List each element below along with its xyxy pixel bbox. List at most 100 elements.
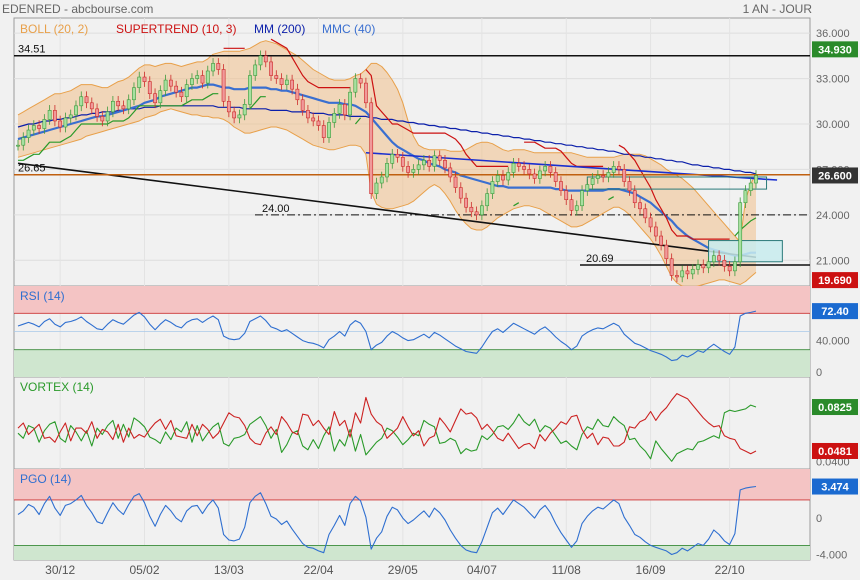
candle-body — [485, 193, 490, 207]
candle-body — [179, 91, 184, 98]
chart-header: EDENRED - abcbourse.com — [2, 2, 154, 16]
price-badge: 26.600 — [818, 170, 852, 182]
candle-body — [527, 169, 532, 175]
candle-body — [622, 169, 627, 182]
candle-body — [385, 163, 389, 178]
candle-body — [68, 114, 73, 119]
candle-body — [638, 202, 642, 210]
candle-body — [453, 176, 458, 188]
vortex-ytick-label: 0.0400 — [816, 456, 850, 468]
vortex-badge-bg — [812, 399, 858, 416]
candle-body — [274, 75, 279, 79]
candle-body — [559, 181, 563, 191]
price-badge-bg — [812, 41, 858, 58]
candle-body — [601, 175, 606, 178]
level-label: 34.51 — [18, 44, 46, 56]
candle-body — [422, 160, 426, 166]
rsi-line — [17, 310, 757, 362]
candle-body — [374, 182, 379, 194]
candle-body — [537, 170, 542, 179]
candle-body — [168, 79, 173, 87]
candle-body — [696, 264, 700, 270]
level-label: 20.69 — [586, 253, 614, 265]
candle-body — [669, 258, 674, 276]
candle-body — [400, 156, 405, 167]
candle-body — [754, 175, 758, 184]
x-tick-label: 13/03 — [214, 563, 244, 577]
pgo-legend: PGO (14) — [20, 472, 71, 486]
candle-body — [84, 96, 89, 104]
candle-body — [458, 187, 463, 199]
candle-body — [211, 63, 215, 72]
period-selector[interactable]: 1 AN - JOUR — [742, 2, 812, 16]
candle-body — [411, 169, 416, 173]
candle-body — [358, 78, 363, 84]
pgo-ytick-label: 0 — [816, 513, 822, 525]
candle-body — [153, 93, 157, 104]
candle-body — [327, 122, 331, 138]
x-tick-label: 11/08 — [552, 563, 581, 577]
vortex-badge-bg — [812, 442, 858, 459]
candle-body — [79, 96, 84, 107]
candle-body — [717, 255, 721, 261]
price-badge: 34.930 — [818, 44, 852, 56]
candle-body — [427, 160, 432, 167]
candle-body — [242, 104, 247, 116]
candle-body — [205, 70, 210, 84]
candle-body — [685, 270, 690, 275]
candle-body — [727, 266, 732, 272]
candle-body — [321, 125, 326, 138]
candle-body — [121, 105, 126, 110]
price-legend-entry: MMC (40) — [322, 22, 375, 36]
candle-body — [480, 205, 484, 216]
candle-body — [390, 153, 395, 164]
candle-body — [722, 259, 727, 267]
x-tick-label: 22/04 — [303, 563, 333, 577]
candle-body — [632, 190, 637, 204]
candle-body — [158, 90, 163, 104]
candle-body — [548, 166, 553, 173]
candle-body — [580, 190, 584, 207]
candle-body — [448, 167, 453, 178]
candle-body — [269, 61, 273, 76]
candle-body — [474, 211, 479, 216]
pgo-zone-overbought — [14, 469, 810, 500]
vortex-vi_plus-line — [17, 404, 757, 462]
candle-body — [105, 111, 110, 122]
candle-body — [553, 172, 558, 182]
candle-body — [263, 55, 268, 63]
candle-body — [132, 87, 136, 101]
candle-body — [226, 100, 231, 113]
candle-body — [284, 79, 289, 85]
level-label: 26.65 — [18, 163, 46, 175]
candle-body — [432, 155, 437, 167]
candle-body — [659, 235, 663, 246]
candle-body — [464, 197, 468, 208]
candle-body — [147, 81, 152, 95]
price-ytick-label: 33.000 — [816, 74, 850, 86]
candle-body — [738, 202, 743, 263]
candle-body — [137, 76, 142, 88]
price-ytick-label: 30.000 — [816, 119, 850, 131]
candle-body — [543, 166, 548, 172]
candle-body — [47, 110, 52, 120]
candle-body — [617, 166, 621, 170]
pgo-badge-bg — [812, 478, 858, 495]
candle-body — [748, 182, 753, 191]
candle-body — [701, 264, 706, 269]
panel-vortex — [13, 376, 811, 470]
candle-body — [26, 129, 31, 138]
candle-body — [248, 75, 252, 105]
vortex-badge: 0.0825 — [818, 402, 852, 414]
pgo-zone-oversold — [14, 545, 810, 560]
candle-body — [606, 172, 611, 178]
candle-body — [63, 117, 68, 128]
candle-body — [353, 78, 358, 93]
candle-body — [232, 111, 237, 119]
bollinger-lower-line — [17, 108, 757, 288]
price-legend-entry: BOLL (20, 2) — [20, 22, 88, 36]
candle-body — [342, 104, 347, 116]
candle-body — [316, 120, 321, 126]
candle-body — [680, 270, 685, 278]
candle-body — [443, 160, 447, 169]
